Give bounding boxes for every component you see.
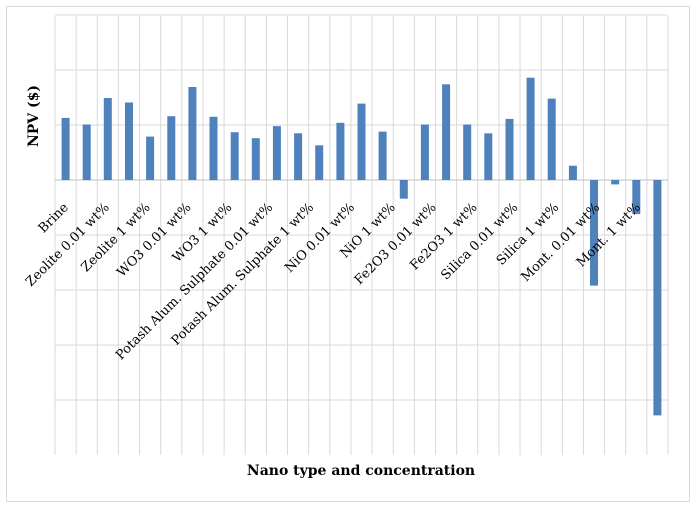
bar bbox=[125, 102, 133, 180]
bar bbox=[146, 136, 155, 180]
bar bbox=[82, 124, 91, 180]
bar bbox=[484, 133, 493, 181]
bar bbox=[336, 122, 345, 180]
bar bbox=[505, 118, 514, 180]
category-label: Brine bbox=[36, 200, 72, 236]
bar bbox=[357, 103, 366, 180]
bar bbox=[590, 180, 598, 286]
bar bbox=[272, 126, 281, 180]
bar bbox=[209, 116, 218, 181]
bar bbox=[632, 180, 641, 215]
bar bbox=[315, 145, 324, 180]
bar bbox=[251, 138, 260, 180]
bar bbox=[442, 84, 451, 180]
bars bbox=[61, 77, 662, 416]
x-axis-title: Nano type and concentration bbox=[247, 463, 475, 479]
bar bbox=[294, 133, 303, 181]
bar bbox=[420, 124, 429, 180]
bar bbox=[399, 180, 408, 199]
category-label: NiO 0.01 wt% bbox=[282, 200, 358, 276]
bar bbox=[167, 116, 176, 180]
bar bbox=[230, 132, 239, 180]
y-axis-title: NPV ($) bbox=[26, 85, 42, 147]
bar bbox=[188, 87, 197, 180]
bar bbox=[61, 117, 70, 180]
bar bbox=[463, 124, 472, 180]
bar bbox=[568, 165, 577, 180]
bar bbox=[611, 180, 620, 185]
bar bbox=[103, 98, 112, 180]
bar bbox=[526, 77, 535, 180]
bar bbox=[653, 180, 662, 416]
bar bbox=[547, 98, 556, 180]
category-label: WO3 0.01 wt% bbox=[114, 200, 194, 280]
bar bbox=[378, 131, 387, 180]
chart-frame bbox=[6, 6, 690, 502]
